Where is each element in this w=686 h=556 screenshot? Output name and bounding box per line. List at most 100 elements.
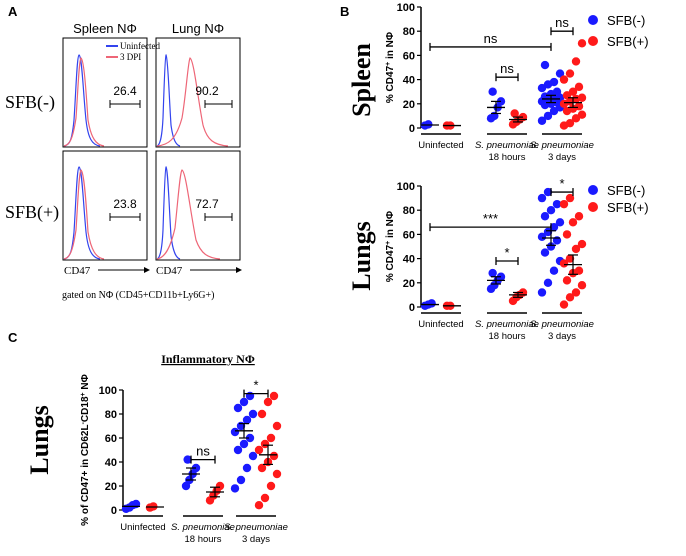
data-point: [427, 299, 436, 308]
significance-label: ns: [555, 15, 569, 30]
data-point: [577, 239, 587, 249]
data-point: [239, 397, 249, 407]
data-point: [269, 451, 279, 461]
data-point: [260, 493, 270, 503]
axis-arrowhead-cd47-lung: [236, 267, 242, 273]
data-point: [257, 463, 267, 473]
panel-b-row-label-spleen: Spleen: [347, 43, 376, 117]
data-point: [565, 293, 575, 302]
data-point: [571, 57, 581, 66]
legend-swatch-sfb-neg: [588, 185, 598, 195]
histogram-curves: [63, 54, 229, 260]
data-point: [574, 82, 584, 92]
data-point: [568, 87, 578, 96]
significance-label: *: [504, 245, 509, 260]
gate-bracket-lung-pos: [204, 213, 233, 221]
y-tick-label: 80: [403, 205, 415, 217]
hist-curve-uninfected-lung-neg: [156, 54, 181, 147]
data-point: [510, 109, 519, 118]
data-point: [577, 281, 587, 290]
data-point: [266, 433, 276, 443]
legend-swatch-sfb-pos: [588, 202, 598, 212]
data-point: [552, 199, 562, 209]
significance-label: *: [253, 378, 258, 393]
hist-curve-3dpi-spleen-pos: [63, 169, 105, 260]
data-point: [540, 248, 550, 257]
gate-value-lung-sfb-neg: 90.2: [195, 84, 219, 98]
data-point: [568, 218, 578, 227]
data-point: [559, 199, 569, 209]
y-tick-label: 80: [105, 409, 117, 421]
panel-a-label: A: [8, 4, 18, 19]
chart-spleen: 0 20 40 60 80 100 % CD47+ in NΦ Uninfected S. pn…: [385, 2, 594, 163]
panel-b-row-label-lungs: Lungs: [347, 221, 376, 290]
group-label: Uninfected: [418, 140, 463, 151]
data-point: [537, 232, 547, 242]
group-label: S. pneumoniae: [475, 140, 539, 151]
data-point: [543, 227, 553, 237]
group-label: S. pneumoniae: [530, 140, 594, 151]
gate-value-spleen-sfb-neg: 26.4: [113, 84, 137, 98]
group-sublabel: 3 days: [242, 534, 270, 545]
data-point: [559, 75, 569, 84]
data-point: [540, 212, 550, 221]
data-point: [183, 455, 192, 464]
data-point: [549, 266, 559, 275]
hist-curve-3dpi-spleen-neg: [63, 57, 105, 147]
data-point: [488, 268, 497, 278]
data-point: [236, 475, 246, 485]
gate-bracket-spleen-pos: [109, 213, 141, 221]
data-point: [233, 403, 243, 413]
significance-label: ns: [500, 61, 514, 76]
panel-a-row-label-sfb-pos: SFB(+): [5, 202, 59, 223]
group-label: Uninfected: [418, 319, 463, 330]
y-tick-label: 60: [105, 433, 117, 445]
group-sublabel: 3 days: [548, 152, 576, 163]
data-point: [239, 439, 249, 449]
y-tick-label: 20: [403, 278, 415, 290]
data-point: [543, 111, 553, 121]
panel-b-label: B: [340, 4, 349, 19]
data-point: [245, 433, 255, 443]
panel-c-row-label-lungs: Lungs: [25, 405, 54, 474]
hist-curve-uninfected-spleen-neg: [63, 54, 101, 147]
data-point: [565, 69, 575, 78]
data-point: [562, 276, 572, 285]
data-point: [242, 463, 252, 473]
y-axis-label: % CD47+ in NΦ: [385, 211, 397, 282]
panel-a-col-title-lung: Lung NΦ: [172, 21, 224, 36]
data-point: [574, 266, 584, 275]
significance-label: *: [559, 176, 564, 191]
y-axis-label: % CD47+ in NΦ: [385, 32, 397, 103]
legend-label-uninfected: Uninfected: [120, 41, 160, 51]
y-tick-label: 60: [403, 50, 415, 62]
gate-value-spleen-sfb-pos: 23.8: [113, 197, 137, 211]
panel-c-label: C: [8, 330, 18, 345]
data-point: [574, 102, 584, 111]
axis-label-cd47-lung: CD47: [156, 265, 183, 277]
y-tick-label: 20: [105, 481, 117, 493]
data-point: [272, 421, 282, 431]
data-point: [254, 501, 264, 510]
panel-a-row-label-sfb-neg: SFB(-): [5, 92, 55, 113]
y-axis-label: % of CD47+ in CD62L-CD18+ NΦ: [80, 374, 92, 526]
data-point: [577, 39, 587, 48]
data-point: [260, 439, 270, 449]
data-point: [577, 110, 587, 119]
gate-value-lung-sfb-pos: 72.7: [195, 197, 219, 211]
hist-curve-uninfected-spleen-pos: [63, 166, 101, 260]
data-point: [574, 212, 584, 221]
y-tick-label: 0: [111, 505, 117, 517]
panel-a-col-title-spleen: Spleen NΦ: [73, 21, 137, 36]
data-point: [540, 60, 550, 70]
data-point: [577, 93, 587, 102]
data-point: [266, 481, 276, 491]
data-point: [263, 397, 273, 407]
legend-label-3dpi: 3 DPI: [120, 52, 141, 62]
hist-curve-3dpi-lung-neg: [156, 57, 229, 147]
data-point: [549, 222, 559, 232]
y-tick-label: 0: [409, 123, 415, 135]
data-point: [543, 278, 553, 287]
data-point: [559, 259, 569, 268]
